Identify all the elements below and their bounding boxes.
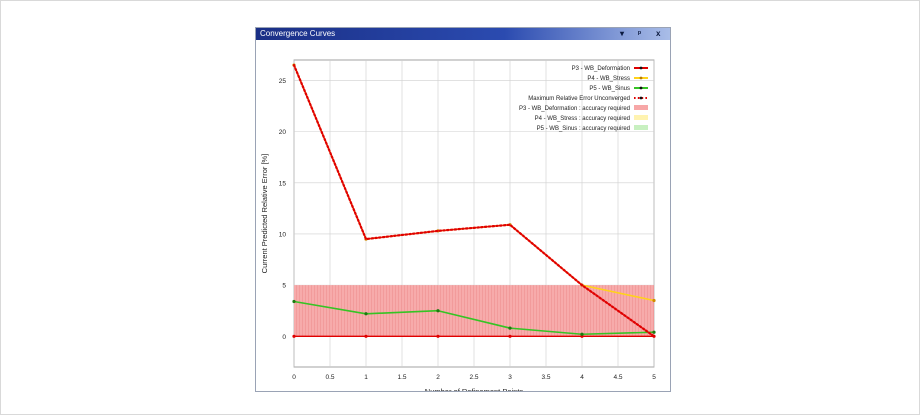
- series-deformation-point: [508, 334, 512, 338]
- chart-legend: P3 - WB_Deformation P4 - WB_Stress P5 - WB…: [519, 66, 648, 132]
- series-deformation-point: [436, 334, 440, 338]
- series-stress-point: [652, 298, 656, 303]
- legend-stress-label: P4 - WB_Stress: [587, 76, 630, 82]
- legend-band-sinus-swatch: [634, 125, 648, 130]
- y-tick-label: 0: [282, 334, 286, 341]
- series-sinus-point: [364, 312, 368, 316]
- chart-series: [292, 63, 656, 338]
- legend-band-stress-swatch: [634, 115, 648, 120]
- dropdown-arrow-icon[interactable]: ▾: [620, 29, 625, 38]
- legend-stress-marker: [639, 76, 643, 80]
- series-deformation-point: [364, 334, 368, 338]
- legend-max-unconverged-label: Maximum Relative Error Unconverged: [528, 96, 630, 102]
- panel-titlebar[interactable]: Convergence Curves ▾ ᵖ x: [256, 28, 670, 40]
- y-axis-label: Current Predicted Relative Error [%]: [260, 154, 269, 274]
- legend-band-deformation-swatch: [634, 105, 648, 110]
- x-tick-label: 1: [364, 374, 368, 381]
- legend-band-sinus-label: P5 - WB_Sinus : accuracy required: [537, 126, 630, 132]
- x-tick-label: 1.5: [397, 374, 406, 381]
- close-icon[interactable]: x: [656, 29, 661, 38]
- pin-icon[interactable]: ᵖ: [638, 29, 642, 38]
- legend-band-stress-label: P4 - WB_Stress : accuracy required: [535, 116, 630, 122]
- chart-axes: 0 0.5 1 1.5 2 2.5 3 3.5 4 4.5 5 0 5 10 15 20 25 Number of…: [260, 78, 656, 391]
- x-tick-label: 2.5: [469, 374, 478, 381]
- y-tick-label: 20: [279, 129, 287, 136]
- series-sinus-point: [436, 309, 440, 313]
- x-axis-label: Number of Refinement Points: [425, 387, 524, 391]
- x-tick-label: 3.5: [541, 374, 550, 381]
- legend-deformation-marker: [639, 66, 643, 70]
- legend-deformation-label: P3 - WB_Deformation: [572, 66, 630, 72]
- convergence-curves-panel: Convergence Curves ▾ ᵖ x 0 0.5 1 1.5 2 2.5 3 3.…: [255, 27, 671, 392]
- x-tick-label: 5: [652, 374, 656, 381]
- legend-sinus-marker: [639, 86, 643, 90]
- convergence-chart: 0 0.5 1 1.5 2 2.5 3 3.5 4 4.5 5 0 5 10 15 20 25 Number of…: [260, 59, 656, 391]
- series-sinus-point: [580, 332, 584, 336]
- x-tick-label: 4: [580, 374, 584, 381]
- series-max-unconverged-line: [292, 64, 656, 338]
- y-tick-label: 15: [279, 180, 287, 187]
- x-tick-label: 3: [508, 374, 512, 381]
- x-tick-label: 4.5: [613, 374, 622, 381]
- y-tick-label: 5: [282, 283, 286, 290]
- x-tick-label: 0: [292, 374, 296, 381]
- legend-sinus-label: P5 - WB_Sinus: [589, 86, 630, 92]
- series-deformation-point: [292, 334, 296, 338]
- panel-title: Convergence Curves: [260, 29, 336, 38]
- y-tick-label: 25: [279, 78, 287, 85]
- series-sinus-line: [293, 300, 655, 336]
- legend-max-unconverged-marker: [639, 96, 643, 100]
- x-tick-label: 0.5: [325, 374, 334, 381]
- series-sinus-point: [508, 326, 512, 330]
- series-sinus-point: [652, 330, 656, 334]
- legend-band-deformation-label: P3 - WB_Deformation : accuracy required: [519, 106, 630, 112]
- y-tick-label: 10: [279, 231, 287, 238]
- series-sinus-point: [292, 299, 296, 304]
- x-tick-label: 2: [436, 374, 440, 381]
